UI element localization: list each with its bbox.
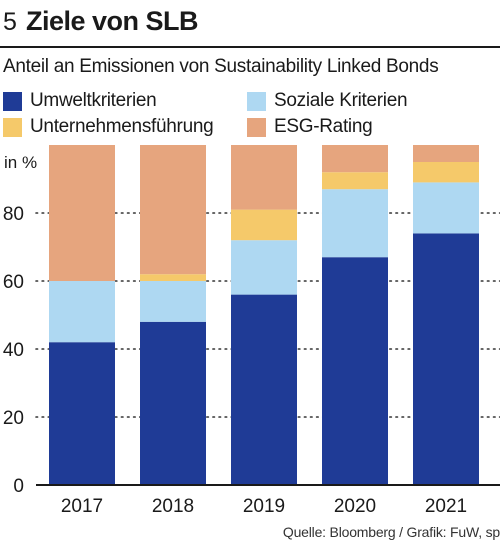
x-tick-label: 2018 (152, 496, 194, 517)
bar-segment-2020-esg-rating (322, 145, 388, 173)
stacked-bar-chart: 2017 2018 2019 2020 2021 0 20 40 60 80 in % (3, 145, 500, 517)
bar-layer (49, 145, 479, 485)
title-rule (0, 46, 500, 48)
bar-segment-2018-umweltkriterien (140, 321, 206, 485)
legend: Umweltkriterien Soziale Kriterien Untern… (0, 86, 500, 142)
x-tick-label: 2017 (61, 496, 103, 517)
x-tick-label: 2019 (243, 496, 285, 517)
legend-label: Umweltkriterien (30, 90, 157, 111)
bar-segment-2019-esg-rating (231, 145, 297, 210)
bar-segment-2020-umweltkriterien (322, 257, 388, 485)
bar-segment-2018-unternehmensf-hrung (140, 274, 206, 281)
legend-swatch (247, 117, 266, 137)
chart-header: 5 Ziele von SLB (0, 0, 500, 50)
legend-item-soziale-kriterien: Soziale Kriterien (247, 90, 408, 112)
bar-segment-2021-soziale-kriterien (413, 182, 479, 234)
x-tick-label: 2020 (334, 496, 376, 517)
legend-label: ESG-Rating (274, 116, 373, 137)
y-axis-label: in % (4, 153, 37, 172)
y-tick-label: 40 (3, 340, 24, 361)
bar-segment-2020-unternehmensf-hrung (322, 172, 388, 190)
bar-segment-2019-soziale-kriterien (231, 240, 297, 295)
bar-segment-2020-soziale-kriterien (322, 189, 388, 258)
bar-segment-2021-umweltkriterien (413, 233, 479, 485)
axis-layer: 2017 2018 2019 2020 2021 0 20 40 60 80 in % (3, 153, 500, 517)
legend-item-umweltkriterien: Umweltkriterien (3, 90, 157, 112)
figure-number: 5 (3, 8, 17, 36)
y-tick-label: 80 (3, 204, 24, 225)
bar-segment-2017-soziale-kriterien (49, 281, 115, 343)
bar-segment-2017-esg-rating (49, 145, 115, 281)
legend-item-unternehmensfuehrung: Unternehmensführung (3, 116, 214, 138)
bar-segment-2018-esg-rating (140, 145, 206, 275)
legend-label: Unternehmensführung (30, 116, 214, 137)
legend-swatch (3, 117, 22, 137)
chart-subtitle: Anteil an Emissionen von Sustainability … (3, 56, 439, 77)
source-note: Quelle: Bloomberg / Grafik: FuW, sp (282, 524, 500, 540)
bar-segment-2019-unternehmensf-hrung (231, 209, 297, 241)
y-tick-label: 60 (3, 272, 24, 293)
legend-label: Soziale Kriterien (274, 90, 408, 111)
legend-swatch (3, 91, 22, 111)
bar-segment-2019-umweltkriterien (231, 294, 297, 485)
bar-segment-2017-umweltkriterien (49, 342, 115, 485)
y-tick-label: 0 (13, 476, 24, 497)
legend-swatch (247, 91, 266, 111)
chart-title: Ziele von SLB (26, 6, 199, 36)
bar-segment-2018-soziale-kriterien (140, 281, 206, 322)
y-tick-label: 20 (3, 408, 24, 429)
bar-segment-2021-esg-rating (413, 145, 479, 162)
bar-segment-2021-unternehmensf-hrung (413, 162, 479, 183)
x-tick-label: 2021 (425, 496, 467, 517)
legend-item-esg-rating: ESG-Rating (247, 116, 373, 138)
